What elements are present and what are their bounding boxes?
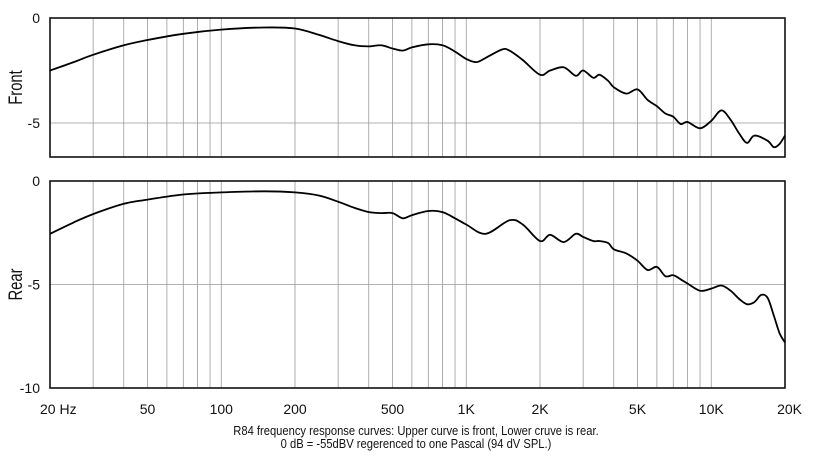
x-tick-label: 5K <box>629 401 647 417</box>
y-tick-label: -5 <box>28 277 41 293</box>
caption-line-2: 0 dB = -55dBV regerenced to one Pascal (… <box>280 436 552 451</box>
plot-frame <box>49 180 786 389</box>
x-tick-label: 100 <box>210 401 234 417</box>
x-tick-label: 2K <box>531 401 549 417</box>
x-tick-label: 20K <box>777 401 803 417</box>
x-tick-label: 500 <box>381 401 405 417</box>
x-tick-label: 10K <box>699 401 725 417</box>
response-curve-rear <box>49 190 786 343</box>
y-tick-label: 0 <box>32 10 40 26</box>
x-axis-labels: 20 Hz 50 100 200 500 1K 2K 5K 10K 20K <box>40 401 803 417</box>
x-tick-label: 20 Hz <box>40 401 77 417</box>
x-tick-label: 1K <box>458 401 476 417</box>
y-axis-label: Rear <box>5 268 26 300</box>
y-tick-label: -10 <box>20 380 40 396</box>
y-tick-label: 0 <box>32 173 40 189</box>
y-axis-label: Front <box>5 70 26 105</box>
caption-line-1: R84 frequency response curves: Upper cur… <box>233 423 599 438</box>
panel-rear: 0 -5 -10 Rear <box>5 173 786 396</box>
y-tick-label: -5 <box>28 115 41 131</box>
x-tick-label: 200 <box>283 401 307 417</box>
plot-frame <box>49 17 786 158</box>
response-curve-front <box>49 26 786 149</box>
x-tick-label: 50 <box>140 401 156 417</box>
